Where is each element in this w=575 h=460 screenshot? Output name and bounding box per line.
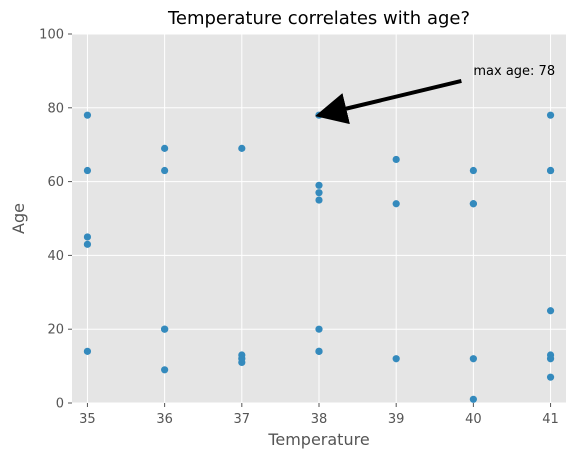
x-tick-label: 35	[79, 412, 96, 427]
data-point	[315, 111, 323, 119]
data-point	[161, 366, 169, 374]
data-point	[469, 200, 477, 208]
y-tick-label: 60	[47, 175, 64, 190]
x-tick-label: 39	[388, 412, 405, 427]
data-point	[546, 307, 555, 315]
data-point	[161, 166, 169, 175]
data-point	[546, 373, 555, 381]
data-point	[238, 144, 246, 152]
data-point	[315, 347, 323, 355]
data-point	[315, 196, 323, 204]
data-point	[315, 189, 323, 197]
x-tick-label: 38	[311, 412, 328, 427]
data-point	[315, 325, 323, 333]
x-tick-label: 36	[156, 412, 173, 427]
data-point	[392, 200, 400, 208]
data-point	[469, 395, 477, 403]
data-point	[83, 233, 92, 241]
axis-ticks: 35 36 37 38 39 40 41 0 20 40 60 80 100	[39, 28, 559, 428]
data-point	[469, 355, 477, 363]
y-axis-label: Age	[9, 203, 28, 234]
data-point	[315, 181, 323, 189]
data-point	[83, 347, 92, 355]
x-tick-label: 37	[234, 412, 251, 427]
grid-lines	[72, 33, 566, 404]
y-tick-label: 0	[56, 397, 64, 412]
annotation-label: max age: 78	[473, 64, 555, 79]
y-tick-label: 20	[47, 323, 64, 338]
x-axis-label: Temperature	[267, 430, 369, 449]
data-point	[161, 325, 169, 333]
data-point	[161, 144, 169, 152]
data-point	[83, 111, 92, 119]
y-tick-label: 80	[47, 101, 64, 116]
y-tick-label: 40	[47, 249, 64, 264]
annotation: max age: 78	[315, 64, 555, 125]
chart-title: Temperature correlates with age?	[167, 8, 470, 29]
data-point	[392, 355, 400, 363]
data-point	[83, 240, 92, 248]
data-points	[83, 111, 555, 403]
data-point	[83, 166, 92, 175]
data-point	[392, 155, 400, 164]
x-tick-label: 40	[465, 412, 482, 427]
data-point	[238, 358, 246, 367]
data-point	[546, 111, 555, 119]
data-point	[546, 355, 555, 363]
x-tick-label: 41	[542, 412, 559, 427]
data-point	[546, 166, 555, 175]
annotation-arrow	[315, 78, 462, 125]
data-point	[469, 166, 477, 175]
y-tick-label: 100	[39, 28, 64, 43]
